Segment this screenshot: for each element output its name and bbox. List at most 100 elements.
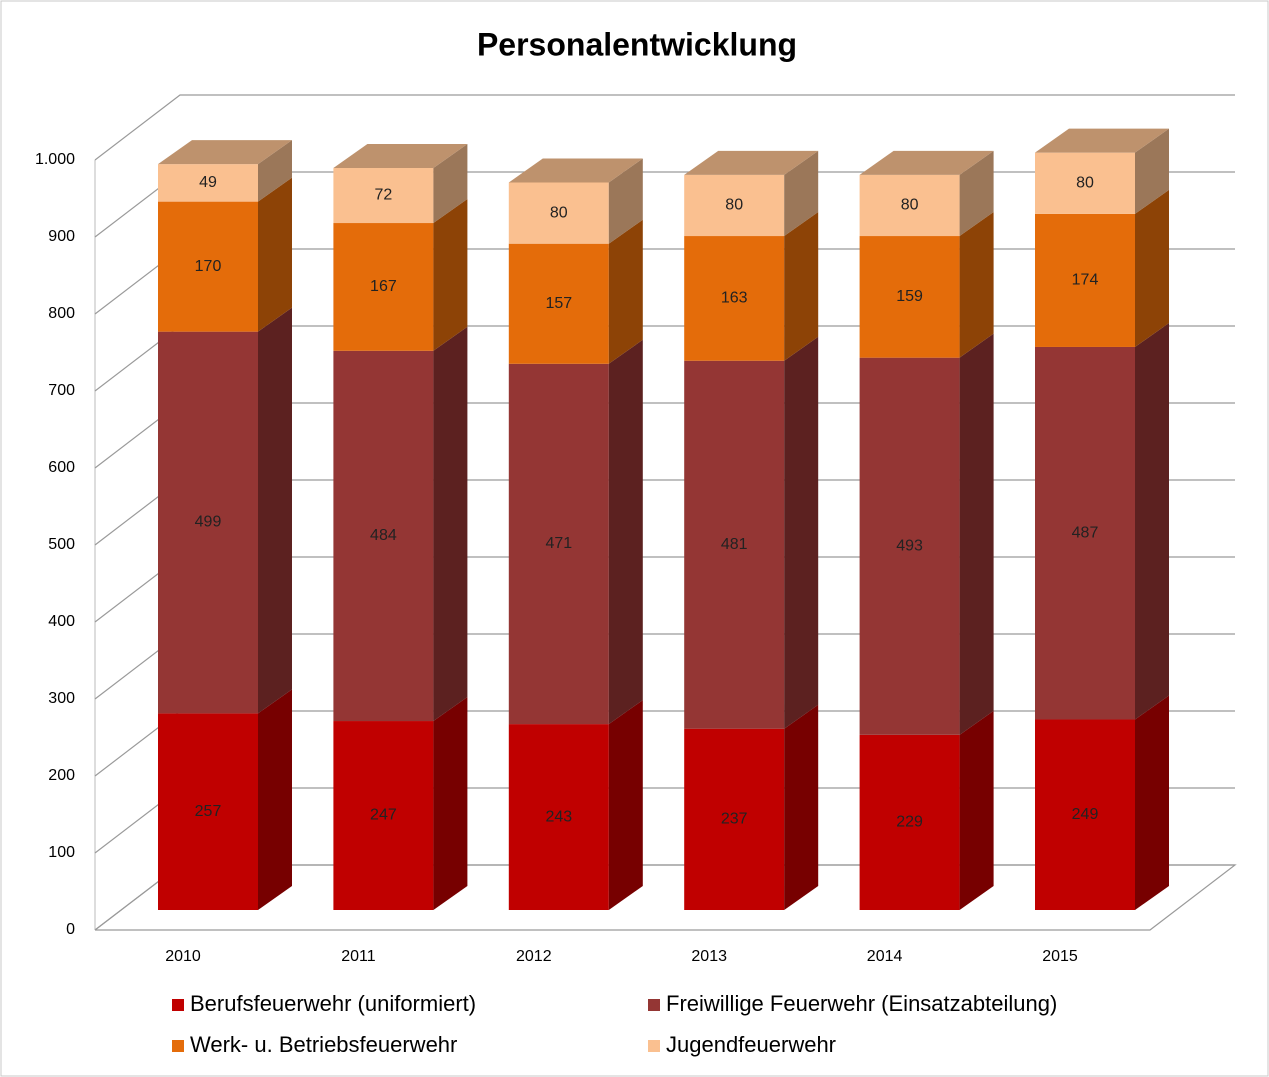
bar-top [508, 158, 643, 183]
bar-side [784, 150, 819, 237]
bar-segment [158, 331, 258, 714]
legend-label: Werk- u. Betriebsfeuerwehr [190, 1032, 457, 1057]
data-label: 157 [545, 295, 572, 312]
data-label: 49 [199, 174, 217, 191]
bar-side [959, 710, 994, 910]
bar-segment [508, 724, 609, 910]
bar-segment [158, 713, 258, 910]
bar-side [784, 212, 819, 361]
bar-segment [333, 223, 434, 351]
bar-top [684, 150, 819, 175]
x-tick-label: 2015 [1042, 948, 1078, 965]
bar-segment [1035, 213, 1135, 347]
bar-segment [1035, 152, 1135, 214]
data-label: 481 [721, 536, 748, 553]
data-label: 471 [545, 535, 572, 552]
x-tick-label: 2014 [867, 948, 903, 965]
data-label: 484 [370, 527, 397, 544]
legend-swatch [172, 999, 184, 1011]
bar-side [608, 158, 643, 244]
data-label: 170 [195, 258, 222, 275]
x-tick-label: 2012 [516, 948, 552, 965]
bar-side [258, 689, 292, 910]
y-tick-label: 900 [48, 228, 75, 245]
legend-swatch [648, 1040, 660, 1052]
bar-side [1135, 128, 1169, 214]
bar-side [258, 177, 292, 332]
bar-top [859, 150, 994, 175]
bar-side [608, 700, 643, 910]
y-tick-label: 1.000 [35, 151, 75, 168]
y-tick-label: 600 [48, 459, 75, 476]
data-label: 229 [896, 814, 923, 831]
data-label: 163 [721, 290, 748, 307]
y-tick-label: 0 [66, 921, 75, 938]
data-label: 80 [901, 197, 919, 214]
legend-label: Berufsfeuerwehr (uniformiert) [190, 991, 476, 1016]
x-tick-label: 2011 [341, 948, 376, 965]
x-tick-label: 2013 [691, 948, 727, 965]
bar-side [1135, 322, 1169, 720]
data-label: 72 [375, 187, 393, 204]
data-label: 167 [370, 278, 397, 295]
data-label: 249 [1072, 806, 1099, 823]
bar-segment [158, 201, 258, 332]
y-tick-label: 700 [48, 382, 75, 399]
bar-side [258, 307, 292, 714]
legend-swatch [172, 1040, 184, 1052]
bar-segment [859, 236, 960, 358]
y-tick-label: 300 [48, 690, 75, 707]
bar-side [959, 212, 994, 358]
x-tick-label: 2010 [165, 948, 201, 965]
bar-segment [1035, 346, 1135, 720]
bar-segment [508, 363, 609, 725]
bar-segment [684, 728, 785, 910]
data-label: 243 [545, 808, 572, 825]
legend-label: Freiwillige Feuerwehr (Einsatzabteilung) [666, 991, 1057, 1016]
bar-segment [158, 164, 258, 202]
bar-segment [684, 236, 785, 361]
data-label: 237 [721, 811, 748, 828]
y-tick-label: 200 [48, 767, 75, 784]
data-label: 247 [370, 807, 397, 824]
bar-segment [1035, 719, 1135, 910]
bar-segment [859, 357, 960, 735]
bar-side [784, 704, 819, 910]
bar-side [608, 339, 643, 725]
bar-side [959, 150, 994, 237]
data-label: 80 [725, 197, 743, 214]
bar-top [158, 140, 292, 165]
bar-side [258, 140, 292, 202]
bar-side [608, 219, 643, 364]
chart-title: Personalentwicklung [477, 26, 797, 62]
data-label: 499 [195, 514, 222, 531]
bar-segment [859, 174, 960, 237]
y-tick-label: 500 [48, 536, 75, 553]
data-label: 159 [896, 288, 923, 305]
data-label: 174 [1072, 272, 1099, 289]
bar-side [433, 326, 468, 722]
data-label: 80 [550, 204, 568, 221]
bar-side [1135, 695, 1169, 910]
bar-side [1135, 189, 1169, 347]
data-label: 487 [1072, 524, 1099, 541]
bar-side [784, 336, 819, 729]
bar-segment [684, 360, 785, 729]
y-tick-label: 100 [48, 844, 75, 861]
legend-swatch [648, 999, 660, 1011]
bar-segment [333, 167, 434, 224]
bar-segment [859, 734, 960, 910]
legend-label: Jugendfeuerwehr [666, 1032, 836, 1057]
y-tick-label: 400 [48, 613, 75, 630]
bar-segment [508, 243, 609, 364]
data-label: 257 [195, 803, 222, 820]
bar-segment [333, 721, 434, 910]
y-tick-label: 800 [48, 305, 75, 322]
bar-segment [684, 174, 785, 237]
grid-line [94, 94, 1235, 161]
bar-segment [333, 350, 434, 722]
data-label: 493 [896, 537, 923, 554]
bar-top [1035, 128, 1169, 153]
bar-side [433, 143, 468, 224]
